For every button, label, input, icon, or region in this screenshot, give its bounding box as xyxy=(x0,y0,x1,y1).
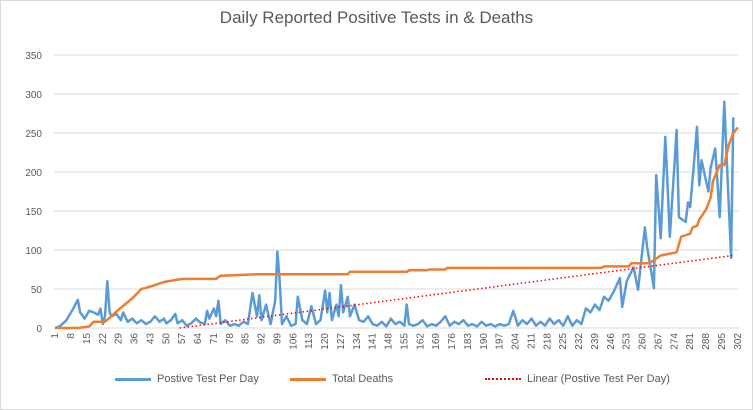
x-tick-label: 43 xyxy=(145,333,156,345)
legend-swatch-trend xyxy=(485,378,521,380)
x-tick-label: 232 xyxy=(574,333,585,350)
x-tick-label: 176 xyxy=(447,333,458,350)
x-tick-label: 246 xyxy=(606,333,617,350)
legend-item-deaths: Total Deaths xyxy=(290,373,393,385)
x-tick-label: 218 xyxy=(542,333,553,350)
series-line-total-deaths xyxy=(55,126,739,330)
x-tick-label: 50 xyxy=(161,333,172,345)
series-line-linear-trend xyxy=(179,254,734,329)
x-tick-label: 183 xyxy=(463,333,474,350)
x-tick-label: 260 xyxy=(638,333,649,350)
x-tick-label: 120 xyxy=(320,333,331,350)
x-tick-label: 148 xyxy=(384,333,395,350)
y-tick-label: 350 xyxy=(25,51,42,62)
x-tick-label: 169 xyxy=(431,333,442,350)
x-tick-label: 8 xyxy=(66,333,77,339)
x-tick-label: 141 xyxy=(368,333,379,350)
x-tick-label: 134 xyxy=(352,333,363,350)
x-tick-label: 22 xyxy=(98,333,109,345)
x-tick-label: 92 xyxy=(257,333,268,345)
x-tick-label: 71 xyxy=(209,333,220,345)
chart-title: Daily Reported Positive Tests in & Death… xyxy=(219,8,534,27)
x-tick-label: 155 xyxy=(399,333,410,350)
x-tick-label: 85 xyxy=(241,333,252,345)
legend-swatch-positive xyxy=(115,377,151,381)
x-tick-label: 127 xyxy=(336,333,347,350)
y-tick-label: 250 xyxy=(25,129,42,140)
x-tick-label: 99 xyxy=(272,333,283,345)
x-tick-label: 274 xyxy=(669,333,680,350)
series-line-positive-tests xyxy=(54,100,735,330)
y-tick-label: 150 xyxy=(25,207,42,218)
x-tick-label: 64 xyxy=(193,333,204,345)
x-tick-label: 302 xyxy=(733,333,744,350)
x-tick-label: 197 xyxy=(495,333,506,350)
x-tick-label: 78 xyxy=(225,333,236,345)
x-tick-label: 295 xyxy=(717,333,728,350)
legend-item-trend: Linear (Postive Test Per Day) xyxy=(485,373,670,385)
x-tick-label: 36 xyxy=(130,333,141,345)
x-tick-label: 106 xyxy=(288,333,299,350)
x-tick-label: 113 xyxy=(304,333,315,349)
x-tick-label: 253 xyxy=(622,333,633,350)
y-tick-label: 50 xyxy=(31,285,43,296)
x-tick-label: 162 xyxy=(415,333,426,350)
y-tick-label: 300 xyxy=(25,90,42,101)
x-tick-label: 57 xyxy=(177,333,188,345)
x-tick-label: 288 xyxy=(701,333,712,350)
x-tick-label: 239 xyxy=(590,333,601,350)
x-tick-label: 225 xyxy=(558,333,569,350)
y-tick-label: 0 xyxy=(36,324,42,335)
legend-label-positive: Postive Test Per Day xyxy=(157,373,259,385)
legend-label-trend: Linear (Postive Test Per Day) xyxy=(527,373,670,385)
x-tick-label: 281 xyxy=(685,333,696,350)
legend-item-positive: Postive Test Per Day xyxy=(115,373,259,385)
legend: Postive Test Per Day Total Deaths Linear… xyxy=(0,373,753,391)
x-tick-label: 267 xyxy=(653,333,664,350)
x-tick-label: 190 xyxy=(479,333,490,350)
y-tick-label: 100 xyxy=(25,246,42,257)
x-tick-label: 211 xyxy=(526,333,537,349)
x-tick-label: 15 xyxy=(82,333,93,345)
y-tick-label: 200 xyxy=(25,168,42,179)
x-tick-label: 29 xyxy=(114,333,125,345)
legend-label-deaths: Total Deaths xyxy=(332,373,394,385)
x-tick-label: 204 xyxy=(511,333,522,350)
x-tick-label: 1 xyxy=(50,333,61,339)
legend-swatch-deaths xyxy=(290,377,326,381)
